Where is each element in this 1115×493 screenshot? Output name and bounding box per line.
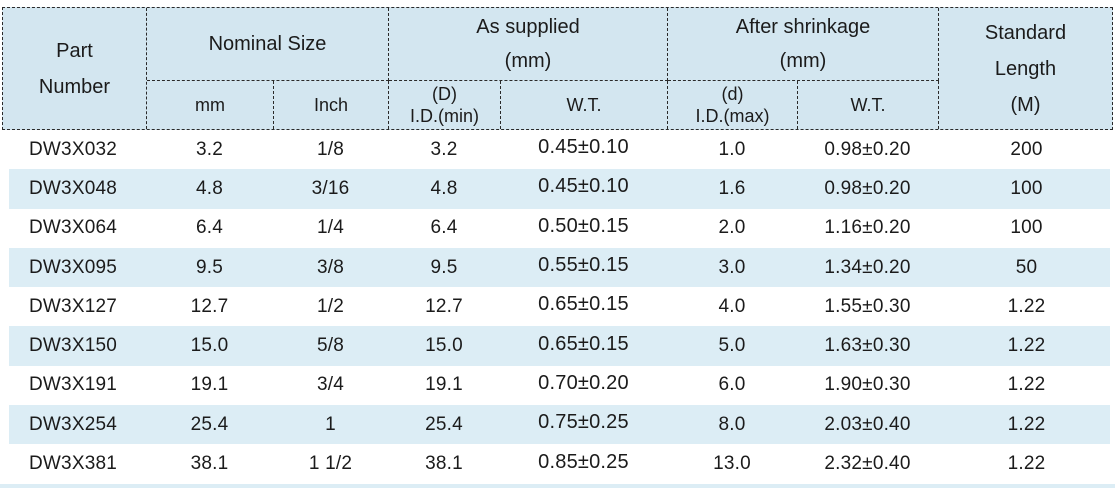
table-row: DW3X048 4.8 3/16 4.8 0.45±0.10 1.6 0.98±… [0, 169, 1115, 209]
cell-standard-length: 1.22 [1007, 335, 1046, 357]
table-row: DW3X150 15.0 5/8 15.0 0.65±0.15 5.0 1.63… [0, 326, 1115, 367]
header-nominal-size: Nominal Size [147, 8, 389, 81]
cell-id-max: 1.6 [718, 177, 746, 199]
cell-standard-length: 1.22 [1007, 413, 1046, 435]
header-id-min: (D) I.D.(min) [389, 81, 501, 129]
cell-id-max: 13.0 [713, 453, 751, 475]
cell-part-number: DW3X254 [29, 413, 117, 435]
cell-wt-supplied: 0.70±0.20 [538, 371, 629, 394]
cell-id-min: 38.1 [425, 453, 463, 475]
cell-wt-supplied: 0.65±0.15 [538, 293, 629, 316]
table-body: DW3X032 3.2 1/8 3.2 0.45±0.10 1.0 0.98±0… [0, 130, 1115, 484]
cell-wt-shrunk: 0.98±0.20 [824, 177, 911, 199]
cell-wt-supplied: 0.85±0.25 [538, 450, 629, 473]
cell-part-number: DW3X048 [29, 177, 117, 199]
cell-wt-supplied: 0.45±0.10 [538, 175, 629, 198]
table-row: DW3X254 25.4 1 25.4 0.75±0.25 8.0 2.03±0… [0, 405, 1115, 445]
cell-id-min: 6.4 [430, 217, 458, 239]
cell-nominal-mm: 38.1 [190, 453, 229, 475]
table-row: DW3X191 19.1 3/4 19.1 0.70±0.20 6.0 1.90… [0, 366, 1115, 405]
cell-nominal-inch: 1/4 [316, 217, 344, 239]
cell-id-min: 12.7 [425, 295, 463, 317]
cell-wt-shrunk: 0.98±0.20 [824, 138, 911, 160]
cell-part-number: DW3X150 [29, 335, 117, 357]
cell-nominal-mm: 12.7 [190, 295, 229, 317]
header-mm: mm [147, 81, 274, 129]
cell-standard-length: 50 [1015, 256, 1038, 278]
table-header: Part Number Nominal Size As supplied (mm… [2, 7, 1113, 130]
cell-part-number: DW3X032 [29, 138, 117, 160]
header-as-supplied: As supplied (mm) [389, 8, 668, 81]
cell-id-min: 4.8 [430, 177, 458, 199]
cell-wt-supplied: 0.55±0.15 [538, 254, 629, 277]
cell-id-min: 3.2 [430, 138, 458, 160]
cell-wt-supplied: 0.75±0.25 [538, 411, 629, 434]
cell-id-min: 9.5 [430, 256, 458, 278]
header-wt-supplied: W.T. [501, 81, 668, 129]
cell-nominal-inch: 1 [325, 413, 336, 435]
cell-standard-length: 1.22 [1007, 295, 1046, 317]
table-row: DW3X381 38.1 1 1/2 38.1 0.85±0.25 13.0 2… [0, 444, 1115, 483]
cell-nominal-mm: 9.5 [195, 256, 223, 278]
cell-wt-supplied: 0.65±0.15 [538, 332, 629, 355]
cell-part-number: DW3X127 [29, 295, 117, 317]
cell-wt-shrunk: 1.34±0.20 [824, 256, 911, 278]
cell-part-number: DW3X191 [29, 374, 117, 396]
cell-nominal-inch: 3/4 [316, 374, 344, 396]
cell-nominal-mm: 4.8 [195, 177, 223, 199]
cell-nominal-inch: 1/2 [316, 295, 344, 317]
cell-standard-length: 200 [1010, 138, 1043, 160]
cell-wt-supplied: 0.50±0.15 [538, 214, 629, 237]
header-standard-length: Standard Length (M) [984, 21, 1067, 116]
table-row: DW3X095 9.5 3/8 9.5 0.55±0.15 3.0 1.34±0… [0, 247, 1115, 288]
cell-id-min: 19.1 [425, 374, 463, 396]
cell-id-min: 15.0 [425, 335, 463, 357]
cell-nominal-inch: 3/16 [311, 177, 350, 199]
cell-part-number: DW3X064 [29, 217, 117, 239]
cell-nominal-inch: 1 1/2 [308, 453, 353, 475]
cell-id-max: 6.0 [718, 374, 746, 396]
cell-nominal-inch: 3/8 [316, 256, 344, 278]
cell-id-max: 1.0 [718, 138, 746, 160]
table-row: DW3X127 12.7 1/2 12.7 0.65±0.15 4.0 1.55… [0, 287, 1115, 326]
cell-standard-length: 1.22 [1007, 453, 1046, 475]
cell-id-max: 3.0 [718, 256, 746, 278]
header-id-max: (d) I.D.(max) [668, 81, 798, 129]
cell-wt-shrunk: 1.55±0.30 [824, 295, 911, 317]
cell-standard-length: 100 [1010, 217, 1043, 239]
cell-id-min: 25.4 [425, 413, 463, 435]
cell-part-number: DW3X381 [29, 453, 117, 475]
cell-nominal-mm: 25.4 [190, 413, 229, 435]
cell-wt-shrunk: 1.16±0.20 [824, 217, 911, 239]
cell-nominal-mm: 3.2 [195, 138, 223, 160]
cell-nominal-inch: 5/8 [316, 335, 344, 357]
cell-nominal-mm: 15.0 [190, 335, 229, 357]
header-part-number: Part Number [3, 8, 147, 129]
table-row: DW3X064 6.4 1/4 6.4 0.50±0.15 2.0 1.16±0… [0, 209, 1115, 248]
header-inch: Inch [274, 81, 389, 129]
cell-nominal-mm: 6.4 [195, 217, 223, 239]
cell-nominal-mm: 19.1 [190, 374, 229, 396]
table-row: DW3X032 3.2 1/8 3.2 0.45±0.10 1.0 0.98±0… [0, 130, 1115, 169]
cell-id-max: 8.0 [718, 413, 746, 435]
header-after-shrinkage: After shrinkage (mm) [668, 8, 939, 81]
cell-wt-shrunk: 2.32±0.40 [824, 453, 911, 475]
header-wt-shrunk: W.T. [798, 81, 939, 129]
cell-part-number: DW3X095 [29, 256, 117, 278]
cell-id-max: 2.0 [718, 217, 746, 239]
cell-standard-length: 1.22 [1007, 374, 1046, 396]
cell-wt-shrunk: 2.03±0.40 [824, 413, 911, 435]
cell-id-max: 4.0 [718, 295, 746, 317]
cell-wt-supplied: 0.45±0.10 [538, 136, 629, 159]
cell-id-max: 5.0 [718, 335, 746, 357]
cell-wt-shrunk: 1.63±0.30 [824, 335, 911, 357]
cell-standard-length: 100 [1010, 177, 1043, 199]
cell-nominal-inch: 1/8 [316, 138, 344, 160]
cell-wt-shrunk: 1.90±0.30 [824, 374, 911, 396]
specification-table: Part Number Nominal Size As supplied (mm… [0, 7, 1115, 488]
